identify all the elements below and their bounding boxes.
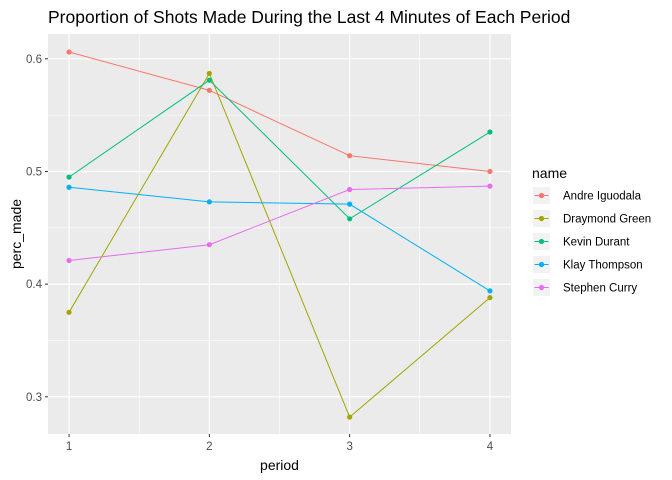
series-line-andre-iguodala [68,51,491,172]
series-line-draymond-green [68,72,491,418]
point-andre-iguodala-3 [347,153,353,159]
x-tick-label: 1 [66,441,72,453]
legend-key-stephen-curry [533,279,550,296]
y-tick-label: 0.6 [26,54,42,66]
x-axis-title: period [260,457,299,473]
series-line-klay-thompson [68,186,491,292]
point-andre-iguodala-1 [66,49,72,55]
x-tick-label: 3 [346,441,352,453]
point-stephen-curry-2 [206,242,212,248]
point-kevin-durant-4 [487,129,493,135]
legend-key-andre-iguodala [533,187,550,204]
point-andre-iguodala-4 [487,168,493,175]
x-tick-label: 4 [487,441,494,453]
y-tick-label: 0.4 [26,279,43,291]
point-draymond-green-3 [347,414,353,420]
point-draymond-green-2 [206,70,212,77]
point-stephen-curry-4 [487,183,493,189]
legend-key-draymond-green [533,210,550,227]
legend-key-klay-thompson [533,256,550,273]
legend-label-stephen-curry: Stephen Curry [563,283,637,295]
legend-key-kevin-durant [533,233,550,250]
point-stephen-curry-3 [347,186,353,193]
major-gridlines [48,34,511,434]
x-tick-label: 2 [206,441,212,453]
tick-layer: 0.3 0.4 0.5 0.6 1 2 3 4 [26,54,494,453]
minor-gridlines [48,34,511,434]
point-draymond-green-1 [66,309,72,315]
legend-label-draymond-green: Draymond Green [563,214,651,226]
y-axis-title: perc_made [8,199,24,269]
point-kevin-durant-3 [347,216,353,222]
point-andre-iguodala-2 [206,87,212,93]
point-klay-thompson-3 [347,201,353,207]
legend: name Andre Iguodala Draymond Green Kevin D… [532,165,651,296]
series-line-kevin-durant [68,79,491,220]
legend-label-klay-thompson: Klay Thompson [563,260,643,272]
series-line-stephen-curry [68,185,490,261]
legend-label-andre-iguodala: Andre Iguodala [563,191,642,203]
point-klay-thompson-2 [206,199,212,205]
chart-title: Proportion of Shots Made During the Last… [48,7,570,27]
point-stephen-curry-1 [66,257,72,264]
y-tick-label: 0.5 [26,166,42,178]
point-draymond-green-4 [487,295,493,301]
point-kevin-durant-1 [66,174,72,180]
series-layer [66,49,493,420]
point-klay-thompson-4 [487,288,493,294]
legend-label-kevin-durant: Kevin Durant [563,237,630,249]
legend-title: name [532,165,567,181]
point-klay-thompson-1 [66,184,72,190]
y-tick-label: 0.3 [26,392,42,404]
point-kevin-durant-2 [206,77,212,83]
